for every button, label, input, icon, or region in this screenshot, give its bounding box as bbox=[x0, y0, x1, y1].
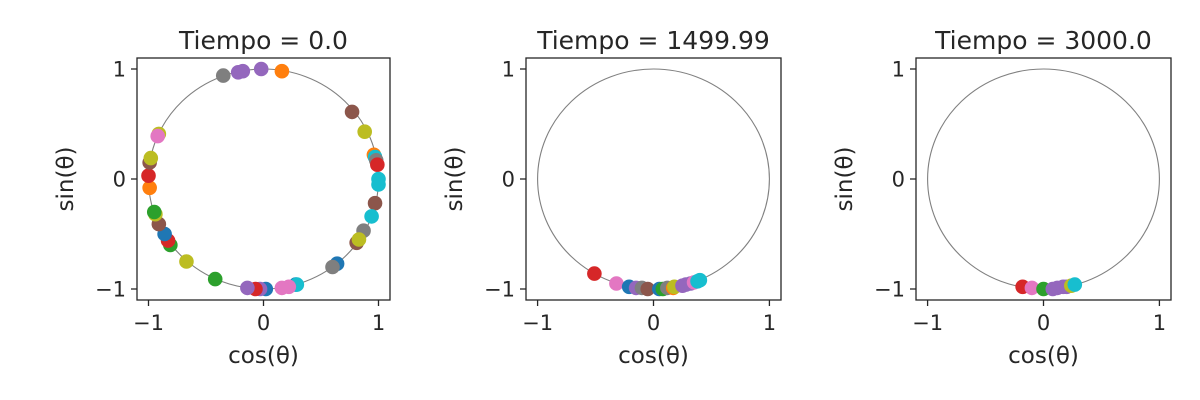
y-tick-label: −1 bbox=[484, 278, 515, 302]
data-point bbox=[609, 276, 624, 291]
axes-frame bbox=[915, 57, 1172, 301]
x-axis-label: cos(θ) bbox=[1008, 343, 1079, 369]
data-point bbox=[640, 281, 656, 297]
data-point bbox=[179, 254, 194, 269]
data-point bbox=[141, 168, 156, 183]
x-tick-label: 1 bbox=[763, 311, 776, 335]
data-point bbox=[370, 157, 385, 172]
y-tick-label: 1 bbox=[502, 58, 515, 82]
data-point bbox=[371, 177, 386, 192]
y-axis-label: sin(θ) bbox=[53, 147, 79, 212]
y-tick-label: −1 bbox=[95, 278, 126, 302]
data-point bbox=[692, 272, 708, 288]
data-point bbox=[215, 68, 231, 83]
subplot-time-0: −1 0 1 −1 0 1 Tiempo = 0.0 cos(θ) sin(θ) bbox=[53, 26, 391, 369]
y-tick-label: −1 bbox=[874, 278, 905, 302]
chart-title: Tiempo = 0.0 bbox=[178, 26, 348, 55]
data-point bbox=[364, 209, 379, 224]
x-tick-label: 0 bbox=[257, 311, 270, 335]
data-point bbox=[143, 150, 159, 166]
data-point bbox=[207, 271, 223, 287]
y-axis-label: sin(θ) bbox=[442, 147, 468, 212]
data-point bbox=[146, 204, 162, 220]
data-point bbox=[274, 63, 290, 79]
x-tick-label: −1 bbox=[133, 311, 164, 335]
data-point bbox=[325, 259, 340, 275]
y-axis-label: sin(θ) bbox=[832, 147, 858, 212]
y-tick-label: 1 bbox=[892, 58, 905, 82]
data-point bbox=[351, 232, 367, 247]
chart-title: Tiempo = 3000.0 bbox=[934, 26, 1152, 55]
data-point bbox=[1067, 277, 1083, 292]
x-tick-label: 1 bbox=[1153, 311, 1166, 335]
chart-title: Tiempo = 1499.99 bbox=[536, 26, 770, 55]
data-point bbox=[274, 280, 290, 296]
unit-circle bbox=[927, 68, 1160, 290]
data-point bbox=[150, 128, 165, 144]
data-point bbox=[367, 195, 383, 211]
data-point bbox=[587, 266, 602, 281]
y-tick-label: 0 bbox=[502, 168, 515, 192]
x-axis-label: cos(θ) bbox=[618, 343, 689, 369]
data-point bbox=[1024, 280, 1040, 296]
data-point bbox=[253, 61, 269, 77]
x-tick-label: 0 bbox=[1037, 311, 1050, 335]
data-point bbox=[344, 104, 360, 120]
unit-circle bbox=[537, 68, 770, 290]
axes-frame bbox=[525, 57, 782, 301]
y-tick-label: 0 bbox=[892, 168, 905, 192]
subplot-time-1499: −1 0 1 −1 0 1 Tiempo = 1499.99 cos(θ) sin(θ) bbox=[442, 26, 782, 369]
data-point bbox=[142, 180, 157, 196]
x-tick-label: 0 bbox=[647, 311, 660, 335]
x-tick-label: 1 bbox=[372, 311, 385, 335]
data-point bbox=[235, 63, 251, 79]
data-point bbox=[240, 280, 255, 296]
x-tick-label: −1 bbox=[522, 311, 553, 335]
x-tick-label: −1 bbox=[912, 311, 943, 335]
subplot-time-3000: −1 0 1 −1 0 1 Tiempo = 3000.0 cos(θ) sin(θ) bbox=[832, 26, 1172, 369]
data-point bbox=[357, 124, 373, 139]
y-tick-label: 1 bbox=[113, 58, 126, 82]
axes-frame bbox=[136, 57, 391, 301]
x-axis-label: cos(θ) bbox=[228, 343, 299, 369]
y-tick-label: 0 bbox=[113, 168, 126, 192]
